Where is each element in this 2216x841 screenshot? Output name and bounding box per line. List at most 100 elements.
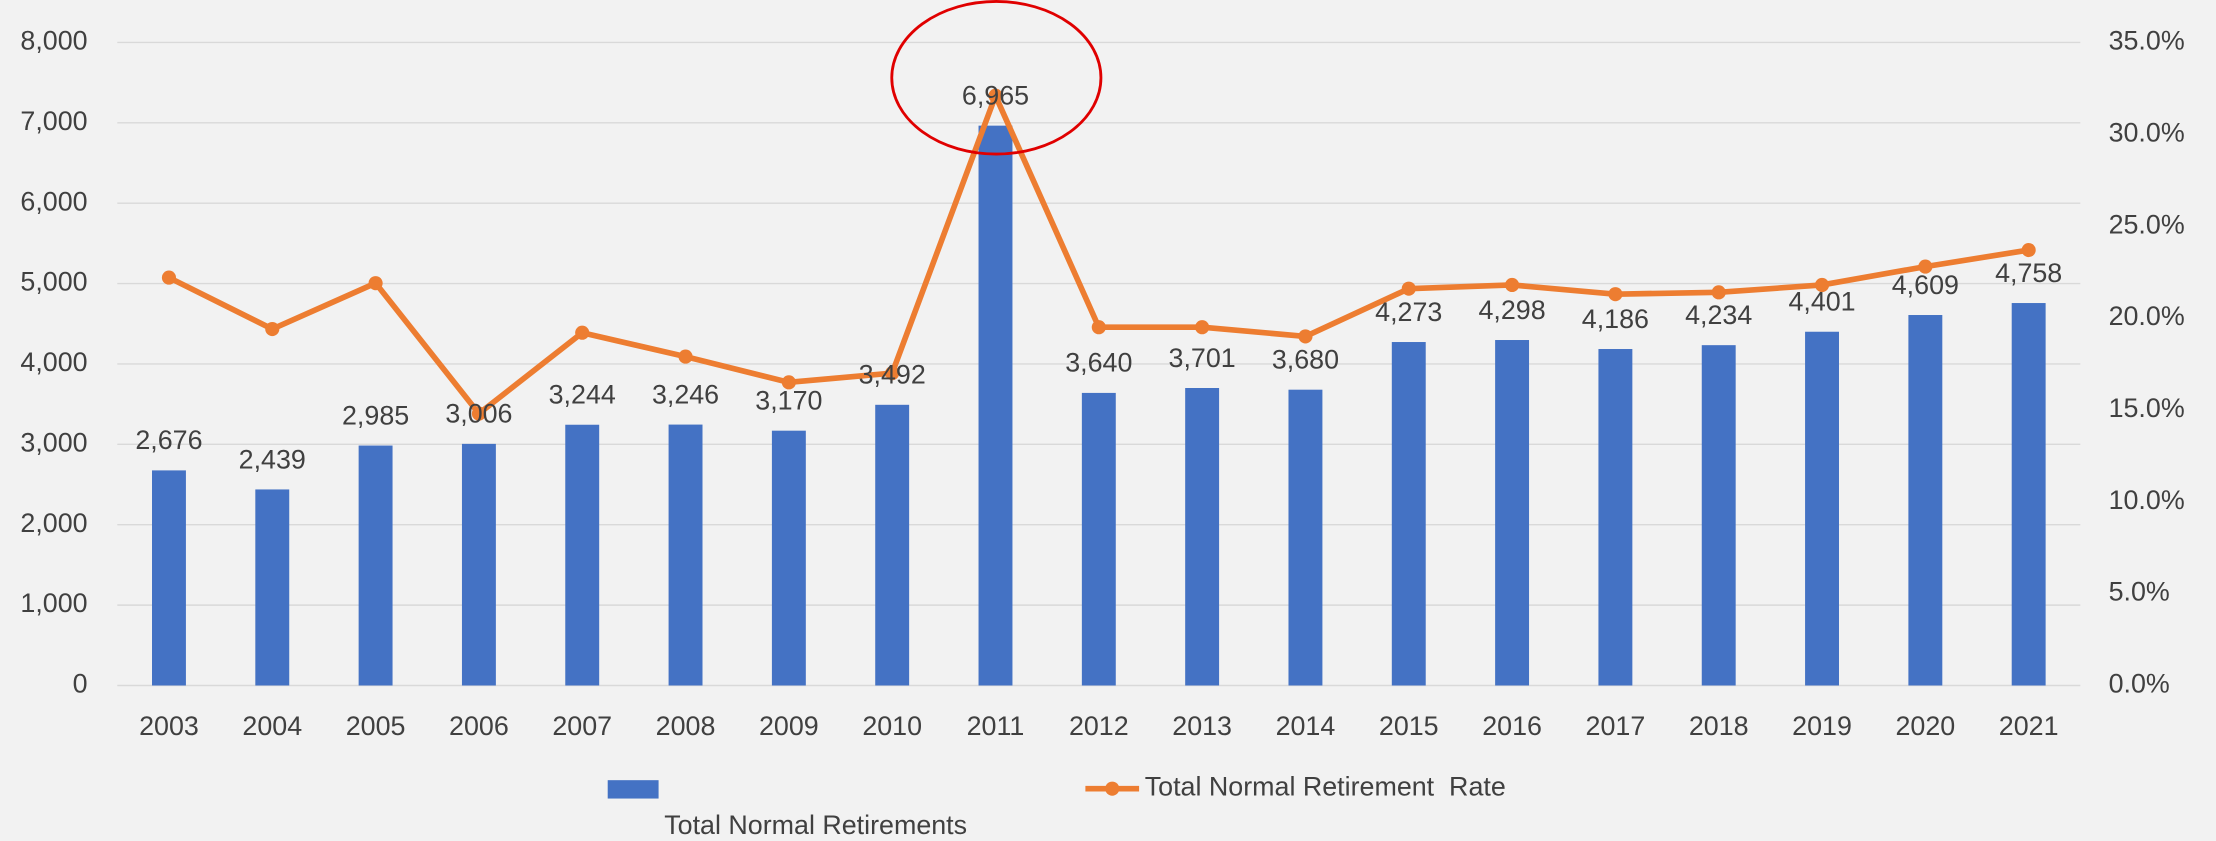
data-label: 3,701 (1169, 343, 1236, 373)
x-tick-label: 2015 (1379, 711, 1439, 741)
x-tick-label: 2021 (1999, 711, 2059, 741)
bar (358, 445, 393, 686)
data-label: 6,965 (962, 80, 1029, 110)
data-label: 4,298 (1478, 295, 1545, 325)
y2-tick-label: 10.0% (2109, 485, 2185, 515)
bar (1598, 349, 1633, 686)
line-marker (678, 349, 693, 364)
line-marker (781, 375, 796, 390)
x-tick-label: 2006 (449, 711, 509, 741)
bar (668, 424, 703, 686)
lines (161, 88, 2036, 421)
x-tick-label: 2003 (139, 711, 199, 741)
x-tick-label: 2019 (1792, 711, 1852, 741)
line-marker (1401, 281, 1416, 296)
data-label: 4,234 (1685, 300, 1752, 330)
bar (565, 424, 600, 686)
line-marker (471, 406, 486, 421)
y-tick-label: 6,000 (20, 186, 87, 216)
y-tick-label: 2,000 (20, 508, 87, 538)
line-marker (1195, 320, 1210, 335)
x-tick-label: 2020 (1895, 711, 1955, 741)
x-tick-label: 2010 (862, 711, 922, 741)
bar (771, 430, 806, 686)
line-marker (1608, 287, 1623, 302)
x-tick-label: 2012 (1069, 711, 1129, 741)
legend-label: Total Normal Retirement Rate (1145, 772, 1506, 802)
line-marker (885, 366, 900, 381)
y2-tick-label: 15.0% (2109, 393, 2185, 423)
data-label: 3,170 (755, 386, 822, 416)
y-tick-label: 4,000 (20, 347, 87, 377)
data-label: 3,492 (859, 360, 926, 390)
bar (875, 404, 910, 686)
bar (2011, 303, 2046, 686)
bar (461, 443, 496, 686)
highlight-circle (890, 0, 1103, 156)
line-marker (1298, 329, 1313, 344)
y-tick-label: 0 (73, 669, 88, 699)
line-marker (368, 276, 383, 291)
bar (152, 470, 186, 686)
y-tick-label: 8,000 (20, 26, 87, 56)
bar (1701, 345, 1736, 686)
x-tick-label: 2013 (1172, 711, 1232, 741)
data-label: 4,609 (1892, 270, 1959, 300)
x-tick-label: 2004 (242, 711, 302, 741)
data-label: 3,006 (445, 399, 512, 429)
y2-tick-label: 5.0% (2109, 577, 2170, 607)
line-marker (1091, 320, 1106, 335)
bar (255, 489, 290, 686)
x-tick-label: 2011 (967, 711, 1025, 741)
bar (1185, 388, 1220, 686)
data-label: 4,401 (1788, 287, 1855, 317)
data-label: 4,758 (1995, 258, 2062, 288)
line-marker (988, 88, 1003, 103)
line-marker (1814, 277, 1830, 293)
line-marker (1505, 277, 1520, 293)
x-tick-label: 2008 (656, 711, 716, 741)
data-label: 2,439 (239, 444, 306, 474)
data-label: 3,246 (652, 379, 719, 409)
bar (1288, 389, 1323, 686)
bars (152, 125, 2046, 686)
legend-swatch-marker (1105, 781, 1120, 796)
line-marker (575, 325, 590, 340)
data-label: 4,186 (1582, 304, 1649, 334)
data-label: 3,640 (1065, 348, 1132, 378)
x-tick-label: 2016 (1482, 711, 1542, 741)
data-label: 4,273 (1375, 297, 1442, 327)
bar (978, 125, 1013, 686)
line-marker (161, 270, 177, 285)
legend-label: Total Normal Retirements (664, 810, 967, 840)
bar (1495, 340, 1530, 686)
y-tick-label: 1,000 (20, 588, 87, 618)
line-marker (1918, 259, 1933, 274)
data-label: 2,985 (342, 400, 409, 430)
data-label: 3,680 (1272, 345, 1339, 375)
y-tick-label: 3,000 (20, 427, 87, 457)
labels: 0 1,000 2,000 3,000 4,000 5,000 6,000 7,000 8,00… (20, 26, 2184, 741)
bar (1805, 331, 1839, 686)
x-tick-label: 2017 (1586, 711, 1646, 741)
y2-tick-label: 25.0% (2109, 209, 2185, 239)
bar (1081, 392, 1116, 686)
bar (1908, 315, 1943, 686)
bar (1391, 342, 1426, 686)
x-tick-label: 2009 (759, 711, 819, 741)
x-tick-label: 2018 (1689, 711, 1749, 741)
data-label: 3,244 (549, 380, 616, 410)
y2-tick-label: 20.0% (2109, 301, 2185, 331)
line-marker (2021, 242, 2036, 258)
line-marker (265, 321, 280, 337)
y-tick-label: 7,000 (20, 106, 87, 136)
x-tick-label: 2007 (552, 711, 612, 741)
legend-swatch-bar (607, 780, 659, 799)
y2-tick-label: 0.0% (2109, 669, 2170, 699)
y2-tick-label: 30.0% (2109, 117, 2185, 147)
y2-tick-label: 35.0% (2109, 26, 2185, 56)
y-tick-label: 5,000 (20, 267, 87, 297)
x-tick-label: 2005 (346, 711, 406, 741)
